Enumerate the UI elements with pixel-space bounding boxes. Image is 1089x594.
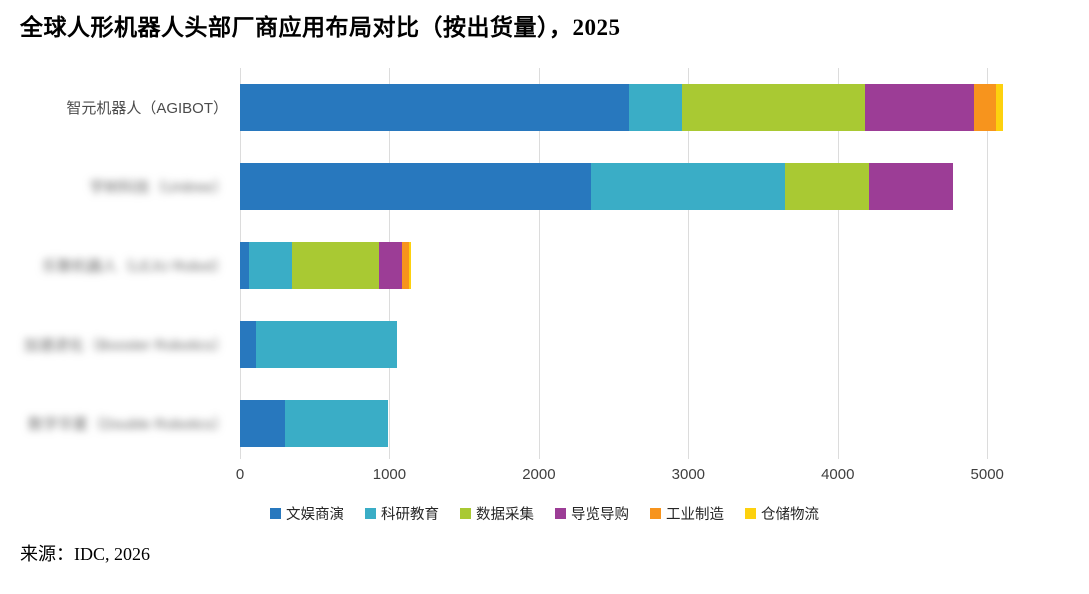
bar-segment-数据采集	[682, 84, 865, 131]
legend-swatch-icon	[270, 508, 281, 519]
x-axis-ticks: 0 1000 2000 3000 4000 5000	[236, 466, 1050, 488]
legend: 文娱商演 科研教育 数据采集 导览导购 工业制造 仓储物流	[0, 503, 1089, 524]
legend-item-0: 文娱商演	[270, 503, 344, 524]
bar-segment-工业制造	[973, 84, 997, 131]
legend-swatch-icon	[555, 508, 566, 519]
legend-item-2: 数据采集	[460, 503, 534, 524]
source-note: 来源：IDC, 2026	[20, 544, 150, 564]
bar-row-4	[240, 384, 1050, 463]
bar-segment-文娱商演	[240, 400, 285, 447]
bar-segment-文娱商演	[240, 163, 592, 210]
legend-swatch-icon	[460, 508, 471, 519]
legend-item-3: 导览导购	[555, 503, 629, 524]
x-tick-label-2000: 2000	[522, 466, 556, 483]
legend-label: 数据采集	[476, 507, 534, 523]
stacked-bar-1	[240, 163, 1050, 210]
legend-swatch-icon	[365, 508, 376, 519]
legend-label: 导览导购	[571, 507, 629, 523]
bar-segment-导览导购	[864, 84, 974, 131]
y-label-0: 智元机器人（AGIBOT）	[66, 100, 228, 117]
bar-segment-科研教育	[628, 84, 683, 131]
legend-swatch-icon	[745, 508, 756, 519]
gridline-5000	[987, 68, 989, 459]
y-axis-labels: 智元机器人（AGIBOT） 宇树科技（Unitree） 乐聚机器人（LEJU Rob…	[0, 68, 228, 463]
bar-rows	[240, 68, 1050, 463]
bar-segment-导览导购	[378, 242, 403, 289]
gridline-3000	[688, 68, 690, 459]
legend-item-5: 仓储物流	[745, 503, 819, 524]
stacked-bar-2	[240, 242, 1050, 289]
x-tick-label-1000: 1000	[372, 466, 407, 483]
legend-label: 工业制造	[666, 507, 724, 523]
bar-segment-工业制造	[402, 242, 409, 289]
bar-row-2	[240, 226, 1050, 305]
legend-label: 科研教育	[381, 507, 439, 523]
stacked-bar-3	[240, 321, 1050, 368]
legend-item-4: 工业制造	[650, 503, 724, 524]
legend-swatch-icon	[650, 508, 661, 519]
y-label-1: 宇树科技（Unitree）	[89, 179, 228, 196]
bar-segment-仓储物流	[996, 84, 1003, 131]
legend-item-1: 科研教育	[365, 503, 439, 524]
x-tick-label-3000: 3000	[671, 466, 706, 483]
gridline-4000	[837, 68, 839, 459]
stacked-bar-0	[240, 84, 1050, 131]
gridline-2000	[538, 68, 540, 459]
bar-segment-数据采集	[292, 242, 379, 289]
chart-title: 全球人形机器人头部厂商应用布局对比（按出货量），2025	[20, 15, 621, 40]
x-tick-label-0: 0	[235, 466, 245, 483]
legend-label: 文娱商演	[286, 507, 344, 523]
bar-segment-导览导购	[869, 163, 953, 210]
bar-segment-文娱商演	[240, 242, 249, 289]
bar-segment-文娱商演	[240, 84, 629, 131]
legend-label: 仓储物流	[761, 507, 819, 523]
bar-segment-科研教育	[248, 242, 293, 289]
bar-segment-科研教育	[256, 321, 397, 368]
bar-segment-科研教育	[591, 163, 786, 210]
bar-segment-科研教育	[284, 400, 388, 447]
bar-row-0	[240, 68, 1050, 147]
stacked-bar-4	[240, 400, 1050, 447]
x-tick-label-4000: 4000	[821, 466, 855, 483]
bar-segment-数据采集	[785, 163, 870, 210]
bar-row-3	[240, 305, 1050, 384]
bar-segment-仓储物流	[408, 242, 412, 289]
bar-row-1	[240, 147, 1050, 226]
bar-segment-文娱商演	[240, 321, 257, 368]
x-tick-label-5000: 5000	[970, 466, 1004, 483]
y-label-2: 乐聚机器人（LEJU Robot）	[42, 258, 228, 275]
y-label-4: 数字华夏（Double Robotics）	[27, 416, 228, 433]
y-label-3: 加速进化（Booster Robotics）	[23, 337, 228, 354]
